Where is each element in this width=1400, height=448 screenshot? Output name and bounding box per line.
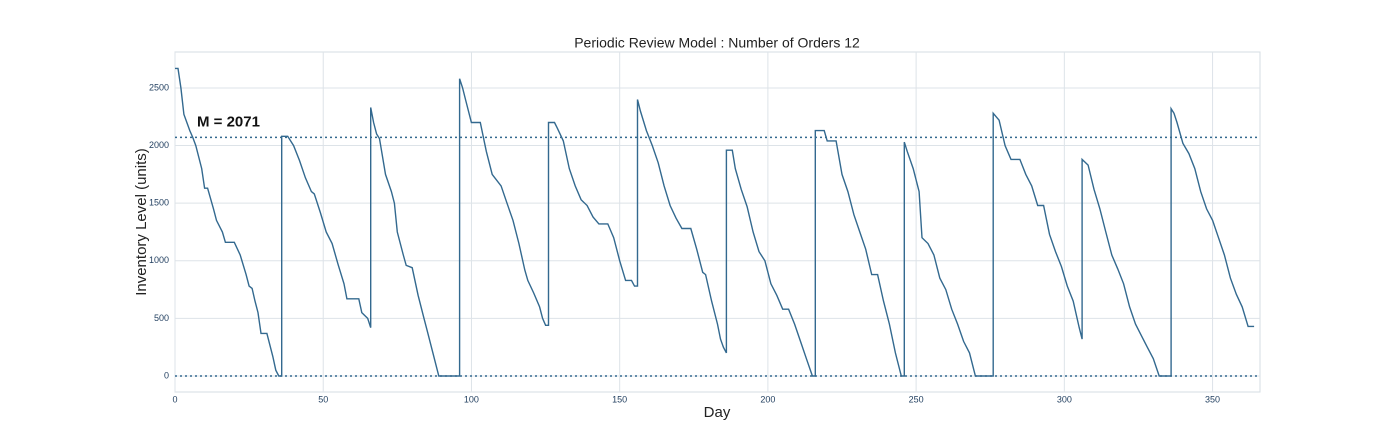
- y-tick-label: 500: [154, 313, 169, 323]
- y-tick-label: 1500: [149, 198, 169, 208]
- x-tick-label: 50: [318, 394, 328, 404]
- y-tick-label: 2000: [149, 140, 169, 150]
- x-tick-label: 250: [909, 394, 924, 404]
- x-axis-label: Day: [704, 404, 731, 421]
- x-tick-label: 0: [172, 394, 177, 404]
- series-line: [175, 67, 1255, 377]
- y-axis-label: Inventory Level (units): [133, 148, 150, 296]
- x-tick-label: 300: [1057, 394, 1072, 404]
- y-tick-label: 0: [164, 370, 169, 380]
- x-tick-label: 100: [464, 394, 479, 404]
- x-tick-label: 150: [612, 394, 627, 404]
- x-tick-label: 350: [1205, 394, 1220, 404]
- annotation: M = 2071: [197, 113, 260, 130]
- chart-title: Periodic Review Model : Number of Orders…: [574, 35, 860, 51]
- x-tick-label: 200: [760, 394, 775, 404]
- y-tick-label: 1000: [149, 255, 169, 265]
- plot-frame: [174, 51, 1261, 393]
- y-tick-label: 2500: [149, 82, 169, 92]
